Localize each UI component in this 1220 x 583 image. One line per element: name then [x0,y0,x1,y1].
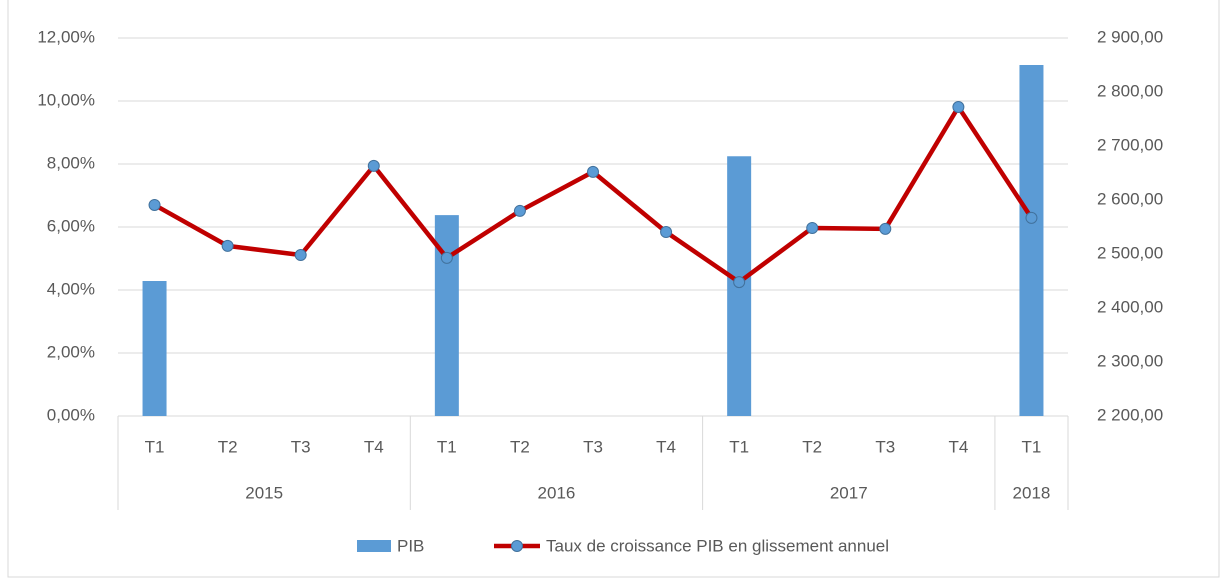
line-marker [806,221,819,234]
legend-label: Taux de croissance PIB en glissement ann… [546,536,889,555]
line-marker [294,249,307,262]
line-marker [1025,211,1038,224]
y2-tick-label: 2 300,00 [1097,351,1163,370]
x-tick-label: T1 [1022,437,1042,456]
y2-tick-label: 2 500,00 [1097,243,1163,262]
legend-marker [511,540,523,552]
x-tick-label: T1 [729,437,749,456]
line-marker [587,165,599,178]
x-group-label: 2017 [830,483,868,502]
line-marker [221,239,234,252]
y-tick-label: 10,00% [37,90,95,109]
y2-tick-label: 2 700,00 [1097,135,1163,154]
line-marker [367,159,380,172]
y-tick-label: 8,00% [47,153,95,172]
x-tick-label: T3 [875,437,895,456]
x-group-label: 2018 [1013,483,1051,502]
line-marker [660,226,673,239]
y-tick-label: 0,00% [47,405,95,424]
y-tick-label: 12,00% [37,27,95,46]
x-group-label: 2015 [245,483,283,502]
line-marker [148,198,161,211]
x-tick-label: T2 [218,437,238,456]
x-tick-label: T2 [802,437,822,456]
bar [142,281,167,416]
line-marker [513,204,526,217]
y-tick-label: 4,00% [47,279,95,298]
x-tick-label: T1 [437,437,457,456]
bar [1019,65,1044,416]
x-tick-label: T4 [364,437,384,456]
line-marker [879,222,892,235]
legend-swatch [357,540,391,552]
legend-label: PIB [397,536,424,555]
y2-tick-label: 2 800,00 [1097,81,1163,100]
y2-tick-label: 2 200,00 [1097,405,1163,424]
chart-border [7,0,1220,578]
y2-tick-label: 2 400,00 [1097,297,1163,316]
line [153,104,1034,285]
x-tick-label: T3 [583,437,603,456]
x-tick-label: T1 [145,437,165,456]
x-tick-label: T4 [656,437,676,456]
y-tick-label: 6,00% [47,216,95,235]
y2-tick-label: 2 900,00 [1097,27,1163,46]
x-tick-label: T3 [291,437,311,456]
y-tick-label: 2,00% [47,342,95,361]
y2-tick-label: 2 600,00 [1097,189,1163,208]
x-group-label: 2016 [538,483,576,502]
line-marker [733,276,746,289]
x-tick-label: T4 [948,437,968,456]
line-marker [440,251,453,264]
x-tick-label: T2 [510,437,530,456]
line-marker [952,100,965,113]
